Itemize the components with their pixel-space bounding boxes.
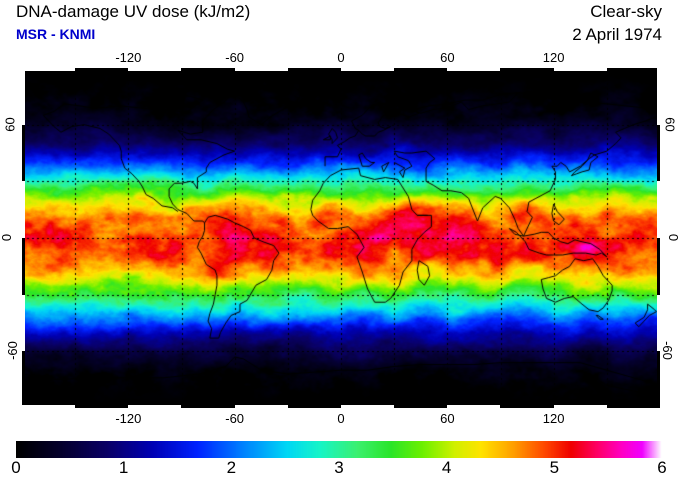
source-credit: MSR - KNMI (16, 26, 96, 42)
map-raster (22, 68, 660, 408)
date-label: 2 April 1974 (572, 25, 662, 44)
colorbar-tick-label: 4 (441, 458, 452, 477)
colorbar-tick-label: 2 (226, 458, 237, 477)
colorbar-tick-label: 0 (11, 458, 21, 477)
uv-dose-map (22, 68, 660, 408)
colorbar-tick-label: 6 (657, 458, 667, 477)
x-axis-tick-label: 60 (440, 50, 455, 65)
y-axis-tick-label: 60 (662, 116, 678, 132)
y-axis-tick-label: 0 (0, 233, 15, 242)
colorbar (16, 441, 662, 458)
x-axis-tick-label: 60 (440, 411, 455, 426)
x-axis-tick-label: -60 (225, 411, 245, 426)
y-axis-tick-label: 0 (666, 234, 678, 241)
x-axis-tick-label: 0 (337, 411, 345, 426)
y-axis-tick-label: 60 (2, 116, 18, 132)
x-axis-tick-label: 0 (337, 50, 345, 65)
x-axis-tick-label: -120 (115, 411, 142, 426)
colorbar-tick-label: 5 (549, 458, 560, 477)
page-title: DNA-damage UV dose (kJ/m2) (16, 2, 251, 21)
sky-condition-label: Clear-sky (590, 2, 662, 21)
colorbar-tick-label: 3 (334, 458, 344, 477)
y-axis-tick-label: -60 (4, 341, 20, 361)
colorbar-tick-label: 1 (118, 458, 129, 477)
colorbar-gradient (16, 441, 662, 458)
x-axis-tick-label: -120 (115, 50, 142, 65)
x-axis-tick-label: 120 (542, 411, 565, 426)
x-axis-tick-label: 120 (542, 50, 565, 65)
x-axis-tick-label: -60 (225, 50, 245, 65)
y-axis-tick-label: -60 (660, 341, 676, 361)
